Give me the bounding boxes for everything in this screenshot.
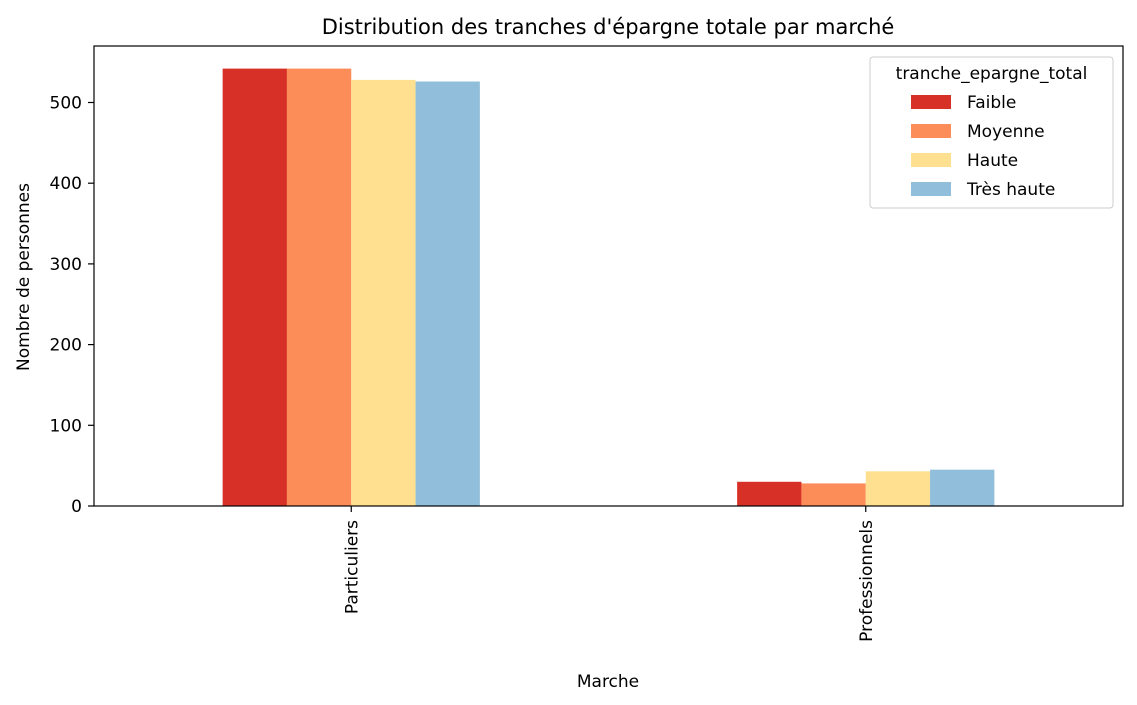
- x-tick-label: Particuliers: [342, 520, 362, 614]
- legend-label: Moyenne: [967, 122, 1045, 142]
- legend-swatch: [911, 124, 951, 138]
- y-tick-label: 500: [50, 93, 82, 113]
- bar-professionnels-haute: [865, 471, 931, 506]
- bar-professionnels-faible: [737, 481, 802, 506]
- y-tick-label: 300: [50, 255, 82, 275]
- y-tick-label: 400: [50, 174, 82, 194]
- bar-particuliers-haute: [351, 79, 416, 506]
- axes-layer: Particuliers Professionnels 0 100 200 300 400 5…: [50, 45, 1124, 642]
- legend: tranche_epargne_total Faible Moyenne Haute T…: [869, 56, 1114, 209]
- legend-swatch: [911, 182, 951, 196]
- bar-particuliers-moyenne: [286, 68, 352, 506]
- bar-professionnels-très-haute: [930, 469, 995, 506]
- chart-title: Distribution des tranches d'épargne tota…: [322, 15, 895, 39]
- legend-box: [869, 56, 1114, 209]
- plot-frame: [93, 45, 1124, 507]
- y-tick-label: 200: [50, 336, 82, 356]
- x-axis-label: Marche: [577, 672, 639, 692]
- legend-label: Faible: [967, 93, 1016, 113]
- bar-particuliers-très-haute: [415, 81, 480, 506]
- bars-layer: [222, 68, 995, 506]
- y-tick-label: 100: [50, 416, 82, 436]
- bar-professionnels-moyenne: [801, 483, 866, 506]
- x-tick-label: Professionnels: [857, 520, 877, 642]
- legend-label: Haute: [967, 151, 1018, 171]
- y-axis-label: Nombre de personnes: [14, 183, 34, 371]
- legend-label: Très haute: [966, 180, 1055, 200]
- legend-swatch: [911, 153, 951, 167]
- y-tick-label: 0: [71, 497, 82, 517]
- bar-particuliers-faible: [222, 68, 287, 506]
- legend-swatch: [911, 95, 951, 109]
- legend-title: tranche_epargne_total: [896, 64, 1088, 84]
